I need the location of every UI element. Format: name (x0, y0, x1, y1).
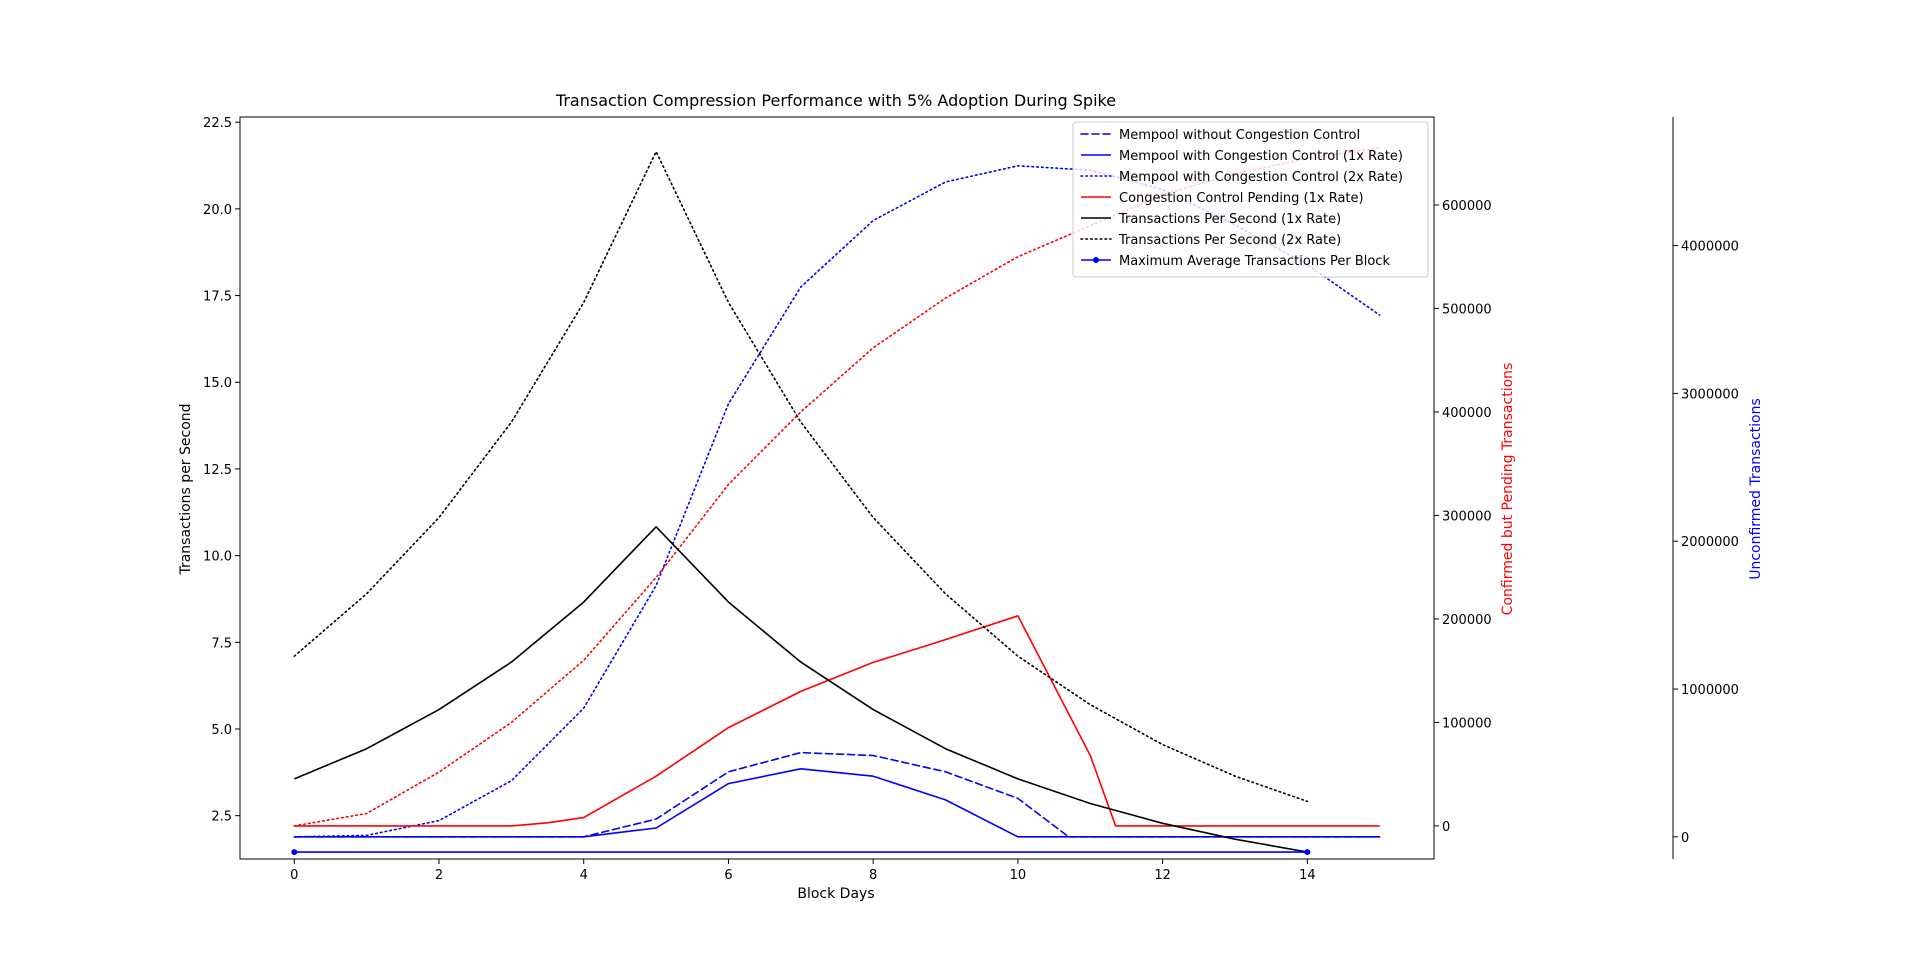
x-tick-label: 10 (1010, 868, 1027, 883)
y-left-tick-label: 20.0 (203, 203, 232, 218)
y-red-tick-label: 400000 (1442, 406, 1492, 421)
y-left-tick-label: 5.0 (211, 723, 232, 738)
legend-label: Congestion Control Pending (1x Rate) (1119, 191, 1364, 206)
x-axis-label: Block Days (797, 886, 874, 902)
y-left-tick-label: 2.5 (211, 810, 232, 825)
y-blue-tick-label: 3000000 (1681, 387, 1739, 402)
x-tick-label: 6 (724, 868, 732, 883)
legend-label: Mempool without Congestion Control (1119, 128, 1360, 143)
y-left-tick-label: 12.5 (203, 463, 232, 478)
y-left-tick-label: 15.0 (203, 376, 232, 391)
y-blue-tick-label: 4000000 (1681, 240, 1739, 255)
x-tick-label: 14 (1299, 868, 1316, 883)
x-tick-label: 8 (869, 868, 877, 883)
series-line-1 (294, 767, 1380, 838)
y-red-tick-label: 200000 (1442, 613, 1492, 628)
chart-title: Transaction Compression Performance with… (555, 91, 1116, 110)
legend-label: Transactions Per Second (2x Rate) (1118, 233, 1341, 248)
legend: Mempool without Congestion Control Mempoo… (1072, 121, 1429, 278)
legend-label: Transactions Per Second (1x Rate) (1118, 212, 1341, 227)
y-left-tick-label: 7.5 (211, 636, 232, 651)
y-red-tick-label: 600000 (1442, 199, 1492, 214)
y-left-tick-label: 10.0 (203, 550, 232, 565)
legend-marker (1093, 257, 1099, 263)
y-left-tick-label: 22.5 (203, 116, 232, 131)
y-blue-tick-label: 1000000 (1681, 683, 1739, 698)
series-marker-7 (1304, 849, 1311, 856)
series-line-5 (293, 525, 1308, 853)
x-tick-label: 2 (435, 868, 443, 883)
legend-label: Maximum Average Transactions Per Block (1119, 254, 1390, 269)
axes-layer: 0 2 4 6 8 10 12 14 2.5 5.0 7.5 10.0 12.5 15.0 17.5 20.0… (203, 116, 1739, 883)
y-axis-label-red: Confirmed but Pending Transactions (1500, 363, 1516, 616)
series-line-3 (294, 614, 1380, 827)
y-red-tick-label: 0 (1442, 820, 1450, 835)
legend-label: Mempool with Congestion Control (2x Rate… (1119, 170, 1403, 185)
x-tick-label: 12 (1154, 868, 1171, 883)
legend-label: Mempool with Congestion Control (1x Rate… (1119, 149, 1403, 164)
plot-frame (239, 116, 1435, 860)
series-line-0 (293, 751, 1381, 838)
legend-box (1072, 121, 1429, 278)
y-axis-label-blue: Unconfirmed Transactions (1748, 398, 1764, 580)
y-red-tick-label: 300000 (1442, 509, 1492, 524)
y-red-tick-label: 100000 (1442, 716, 1492, 731)
series-marker-7 (291, 849, 298, 856)
y-blue-tick-label: 2000000 (1681, 535, 1739, 550)
y-axis-label-left: Transactions per Second (178, 403, 194, 575)
x-tick-label: 0 (290, 868, 298, 883)
x-tick-label: 4 (580, 868, 588, 883)
series-line-6 (293, 150, 1309, 803)
y-left-tick-label: 17.5 (203, 290, 232, 305)
y-red-tick-label: 500000 (1442, 302, 1492, 317)
y-blue-tick-label: 0 (1681, 831, 1689, 846)
